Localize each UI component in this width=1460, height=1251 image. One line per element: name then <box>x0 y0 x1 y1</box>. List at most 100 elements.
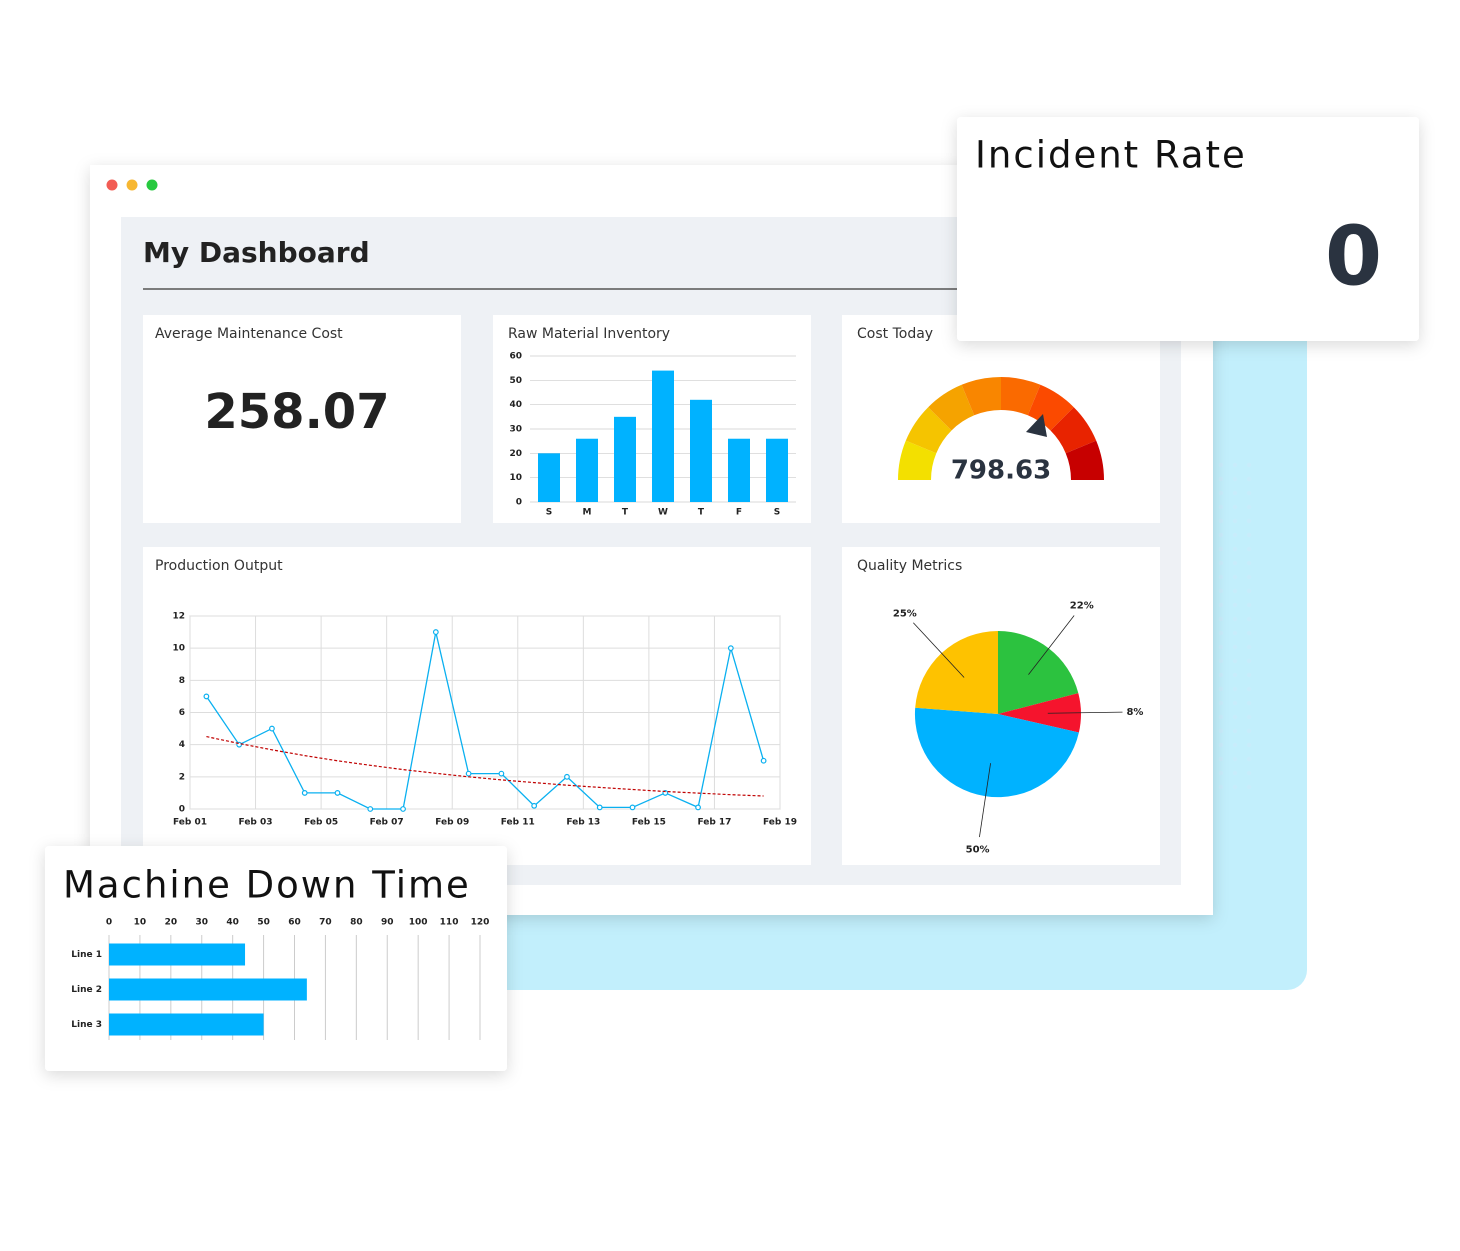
y-tick-label: 6 <box>179 708 185 718</box>
x-tick-label: Feb 07 <box>370 818 404 828</box>
gauge-segment <box>928 384 975 431</box>
series-line <box>206 736 764 797</box>
kpi-value: 258.07 <box>204 384 389 440</box>
y-tick-label: 0 <box>516 498 522 508</box>
y-tick-label: Line 3 <box>71 1020 102 1030</box>
x-tick-label: W <box>658 508 668 518</box>
bar <box>614 416 636 502</box>
gauge-segment <box>897 440 937 480</box>
x-tick-label: Feb 19 <box>763 818 797 828</box>
gauge-segment <box>1001 376 1041 416</box>
series-line <box>205 631 765 810</box>
card-title: Cost Today <box>857 326 933 342</box>
x-tick-label: Feb 11 <box>501 818 535 828</box>
incident-card <box>957 117 1419 341</box>
point <box>432 629 439 635</box>
y-tick-label: 30 <box>509 425 522 435</box>
leader-line <box>979 763 991 838</box>
x-tick-label: Feb 01 <box>173 818 207 828</box>
point <box>269 725 275 732</box>
x-tick-label: Feb 05 <box>304 818 338 828</box>
point <box>564 773 570 780</box>
bar <box>109 978 307 1001</box>
point <box>596 804 603 811</box>
card-title: Production Output <box>155 558 283 574</box>
y-tick-label: 12 <box>172 612 185 622</box>
x-tick-label: 10 <box>134 918 147 928</box>
card-title: Quality Metrics <box>857 558 962 574</box>
kpi-value: 0 <box>1325 209 1382 304</box>
y-tick-label: 40 <box>509 400 522 410</box>
x-tick-label: Feb 15 <box>632 818 666 828</box>
dashboard-title: My Dashboard <box>143 236 370 269</box>
y-tick-label: 60 <box>509 352 522 362</box>
gauge-value: 798.63 <box>951 456 1051 486</box>
point <box>629 804 636 811</box>
x-tick-label: 50 <box>257 918 270 928</box>
data-label: 8% <box>1126 707 1143 718</box>
data-label: 50% <box>966 844 990 855</box>
bar <box>576 438 598 502</box>
gauge-segment <box>1065 440 1104 480</box>
card-title: Incident Rate <box>975 134 1247 177</box>
point <box>531 802 538 809</box>
x-tick-label: T <box>698 508 705 518</box>
x-tick-label: 30 <box>195 918 208 928</box>
x-tick-label: 120 <box>471 918 490 928</box>
point <box>498 770 505 777</box>
x-tick-label: 110 <box>440 918 459 928</box>
bar <box>766 438 788 502</box>
bar <box>728 438 750 502</box>
x-tick-label: S <box>546 508 552 518</box>
card <box>143 547 811 865</box>
y-tick-label: 0 <box>179 805 185 815</box>
gauge <box>897 376 1104 480</box>
pie-slice <box>998 631 1079 714</box>
bar <box>109 943 246 966</box>
dot-pattern <box>1218 460 1260 790</box>
pie-slice <box>915 631 998 714</box>
gauge-segment <box>1050 407 1097 454</box>
point <box>465 770 472 777</box>
bar <box>652 370 674 502</box>
x-tick-label: 100 <box>409 918 428 928</box>
y-tick-label: 50 <box>509 376 522 386</box>
window-maximize[interactable] <box>146 179 158 191</box>
x-tick-label: F <box>736 508 742 518</box>
gauge-segment <box>905 407 952 454</box>
leader-line <box>913 622 965 678</box>
card-title: Machine Down Time <box>63 864 471 907</box>
card-title: Average Maintenance Cost <box>155 326 343 342</box>
y-tick-label: Line 2 <box>71 985 102 995</box>
y-tick-label: Line 1 <box>71 950 102 960</box>
point <box>367 806 374 812</box>
y-tick-label: 10 <box>172 644 185 654</box>
x-tick-label: 70 <box>319 918 332 928</box>
point <box>301 790 308 796</box>
x-tick-label: 80 <box>350 918 363 928</box>
card <box>842 315 1160 523</box>
point <box>727 645 734 652</box>
card-title: Raw Material Inventory <box>508 326 670 342</box>
window-close[interactable] <box>106 179 118 191</box>
x-tick-label: 20 <box>165 918 178 928</box>
gauge-segment <box>961 376 1001 416</box>
leader-line <box>1047 711 1123 714</box>
point <box>334 790 341 796</box>
y-tick-label: 20 <box>509 449 522 459</box>
x-tick-label: 60 <box>288 918 301 928</box>
x-tick-label: Feb 09 <box>435 818 469 828</box>
y-tick-label: 4 <box>179 740 185 750</box>
x-tick-label: S <box>774 508 780 518</box>
pie-slice <box>914 707 1079 798</box>
leader-line <box>1028 615 1075 675</box>
window-minimize[interactable] <box>126 179 138 191</box>
x-tick-label: T <box>622 508 629 518</box>
x-tick-label: 0 <box>106 918 112 928</box>
bar <box>690 399 712 502</box>
point <box>203 693 210 700</box>
y-tick-label: 10 <box>509 473 522 483</box>
data-label: 22% <box>1070 601 1094 612</box>
